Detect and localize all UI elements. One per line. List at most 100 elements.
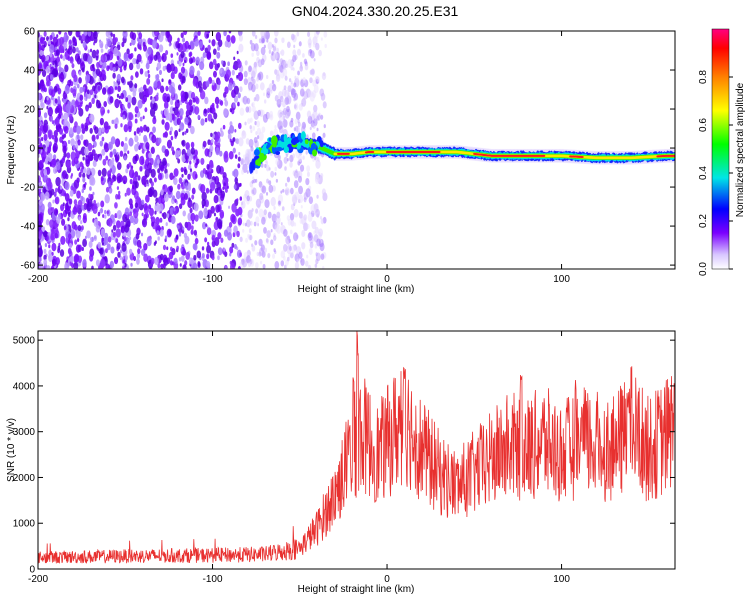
noise-speckle <box>143 84 147 91</box>
colorbar-tick-label: 0.4 <box>698 166 709 180</box>
noise-speckle <box>305 177 310 186</box>
noise-speckle <box>63 112 69 121</box>
noise-speckle <box>151 97 155 104</box>
noise-speckle <box>224 86 229 94</box>
noise-speckle <box>180 255 185 262</box>
noise-speckle <box>118 190 121 195</box>
noise-speckle <box>59 127 64 135</box>
noise-speckle <box>112 66 116 73</box>
noise-speckle <box>220 237 224 243</box>
noise-speckle <box>76 237 80 243</box>
noise-speckle <box>104 214 107 219</box>
noise-speckle <box>314 226 319 235</box>
noise-speckle <box>234 154 238 159</box>
noise-speckle <box>136 252 141 260</box>
noise-speckle <box>275 73 281 82</box>
noise-speckle <box>146 237 152 247</box>
noise-speckle <box>302 155 305 160</box>
track-halo <box>246 148 252 163</box>
noise-speckle <box>92 191 95 196</box>
noise-speckle <box>256 120 261 128</box>
noise-speckle <box>173 261 179 269</box>
noise-speckle <box>148 152 152 159</box>
colorbar-label: Normalized spectral amplitude <box>735 82 746 217</box>
noise-speckle <box>194 173 198 179</box>
noise-speckle <box>272 185 276 192</box>
noise-speckle <box>48 254 51 259</box>
noise-speckle <box>210 205 215 214</box>
noise-speckle <box>105 155 109 161</box>
noise-speckle <box>159 229 164 237</box>
noise-speckle <box>164 124 168 129</box>
noise-speckle <box>89 89 94 96</box>
noise-speckle <box>318 49 322 57</box>
noise-speckle <box>238 43 244 53</box>
noise-speckle <box>157 168 161 174</box>
noise-speckle <box>166 246 169 251</box>
noise-speckle <box>152 189 158 198</box>
noise-speckle <box>63 118 69 128</box>
noise-speckle <box>39 36 45 45</box>
noise-speckle <box>119 104 123 109</box>
noise-speckle <box>38 247 43 257</box>
noise-speckle <box>152 116 157 125</box>
noise-speckle <box>307 213 313 222</box>
noise-speckle <box>176 245 179 251</box>
noise-speckle <box>168 79 171 84</box>
noise-speckle <box>232 64 236 70</box>
noise-speckle <box>290 80 293 85</box>
noise-speckle <box>73 199 78 206</box>
noise-speckle <box>192 262 198 269</box>
noise-speckle <box>280 49 285 56</box>
noise-speckle <box>141 148 145 154</box>
noise-speckle <box>41 79 44 83</box>
noise-speckle <box>309 92 315 102</box>
noise-speckle <box>196 158 200 164</box>
noise-speckle <box>43 31 47 37</box>
noise-speckle <box>74 100 79 108</box>
noise-speckle <box>282 68 288 77</box>
noise-speckle <box>145 194 150 203</box>
noise-speckle <box>229 124 235 134</box>
noise-speckle <box>68 198 73 205</box>
noise-speckle <box>101 242 104 246</box>
noise-speckle <box>174 198 177 203</box>
noise-speckle <box>232 147 236 154</box>
noise-speckle <box>64 84 70 95</box>
noise-speckle <box>92 67 96 72</box>
noise-speckle <box>213 70 217 78</box>
noise-speckle <box>187 185 191 192</box>
noise-speckle <box>315 208 320 218</box>
noise-speckle <box>211 79 215 86</box>
noise-speckle <box>296 258 299 263</box>
noise-speckle <box>176 111 180 118</box>
noise-speckle <box>93 199 96 205</box>
noise-speckle <box>206 261 211 269</box>
noise-speckle <box>272 46 277 52</box>
noise-speckle <box>160 189 164 196</box>
noise-speckle <box>297 119 300 124</box>
track-onset-blob <box>253 149 260 156</box>
noise-speckle <box>129 211 133 217</box>
spectrogram-y-axis-label: Frequency (Hz) <box>6 116 17 185</box>
noise-speckle <box>182 264 187 269</box>
noise-speckle <box>75 229 81 239</box>
noise-speckle <box>308 42 312 49</box>
noise-speckle <box>93 235 98 241</box>
noise-speckle <box>158 44 164 53</box>
noise-speckle <box>149 207 154 217</box>
noise-speckle <box>197 261 201 267</box>
noise-speckle <box>98 128 102 134</box>
noise-speckle <box>66 48 71 54</box>
noise-speckle <box>291 88 297 98</box>
noise-speckle <box>99 140 104 147</box>
noise-speckle <box>316 194 319 199</box>
noise-speckle <box>49 219 55 229</box>
noise-speckle <box>266 178 269 184</box>
noise-speckle <box>77 224 82 232</box>
noise-speckle <box>276 58 280 64</box>
noise-speckle <box>139 165 143 172</box>
noise-speckle <box>190 229 194 235</box>
noise-speckle <box>71 99 76 107</box>
